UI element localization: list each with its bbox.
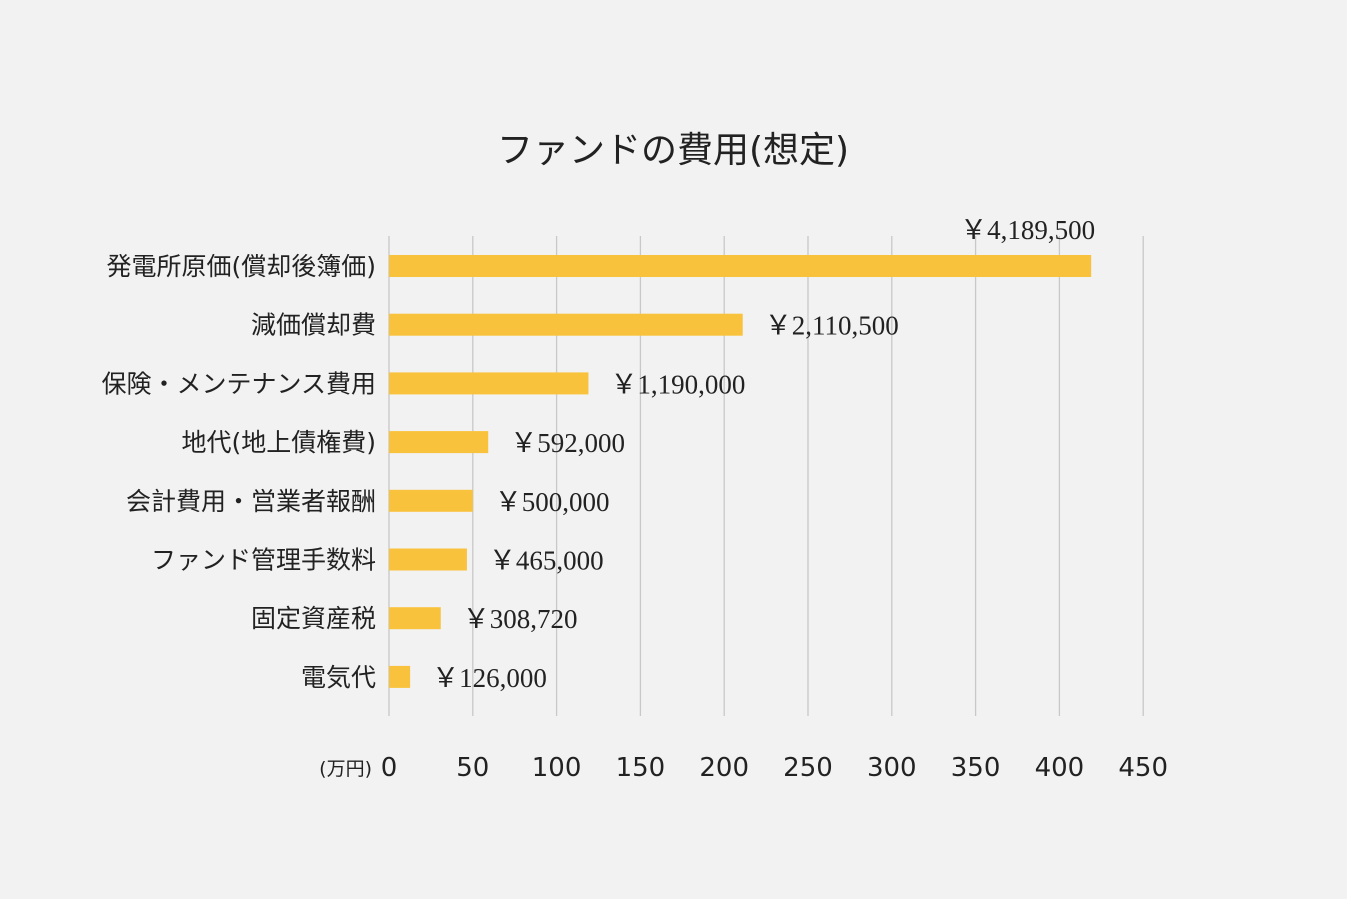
category-label-8: 電気代 — [301, 663, 376, 692]
data-label-3: ￥1,190,000 — [610, 369, 745, 399]
data-label-5: ￥500,000 — [495, 487, 610, 517]
x-tick-label-100: 100 — [532, 753, 582, 783]
data-label-8: ￥126,000 — [432, 663, 547, 693]
bar-3 — [389, 372, 589, 395]
category-label-5: 会計費用・営業者報酬 — [126, 487, 376, 516]
x-tick-label-400: 400 — [1035, 753, 1085, 783]
bar-5 — [389, 489, 473, 512]
category-label-3: 保険・メンテナンス費用 — [101, 369, 376, 398]
gridlines — [388, 236, 1144, 716]
x-tick-label-450: 450 — [1118, 753, 1168, 783]
data-label-1: ￥4,189,500 — [960, 215, 1095, 245]
x-tick-label-350: 350 — [951, 753, 1001, 783]
category-label-1: 発電所原価(償却後簿価) — [106, 252, 376, 281]
category-label-6: ファンド管理手数料 — [151, 546, 376, 575]
data-label-4: ￥592,000 — [510, 428, 625, 458]
x-axis-unit-label: (万円) — [319, 758, 372, 780]
x-axis-ticks: 0 50 100 150 200 250 300 350 400 450 — [381, 753, 1168, 783]
category-label-4: 地代(地上債権費) — [181, 428, 376, 457]
bars — [389, 255, 1092, 688]
bar-8 — [389, 665, 411, 688]
bar-2 — [389, 313, 743, 336]
bar-1 — [389, 255, 1092, 277]
chart-title: ファンドの費用(想定) — [497, 130, 849, 171]
x-tick-label-250: 250 — [783, 753, 833, 783]
category-label-7: 固定資産税 — [251, 604, 376, 633]
bar-6 — [389, 548, 467, 571]
data-label-2: ￥2,110,500 — [765, 311, 899, 341]
data-label-6: ￥465,000 — [489, 546, 604, 576]
data-label-7: ￥308,720 — [463, 604, 578, 634]
x-tick-label-300: 300 — [867, 753, 917, 783]
x-tick-label-0: 0 — [381, 753, 398, 783]
x-tick-label-200: 200 — [699, 753, 749, 783]
x-tick-label-150: 150 — [616, 753, 666, 783]
category-label-2: 減価償却費 — [251, 311, 376, 340]
data-labels: ￥4,189,500 ￥2,110,500 ￥1,190,000 ￥592,000 ￥5… — [432, 215, 1095, 693]
bar-7 — [389, 607, 441, 630]
bar-4 — [389, 431, 489, 454]
x-tick-label-50: 50 — [456, 753, 489, 783]
